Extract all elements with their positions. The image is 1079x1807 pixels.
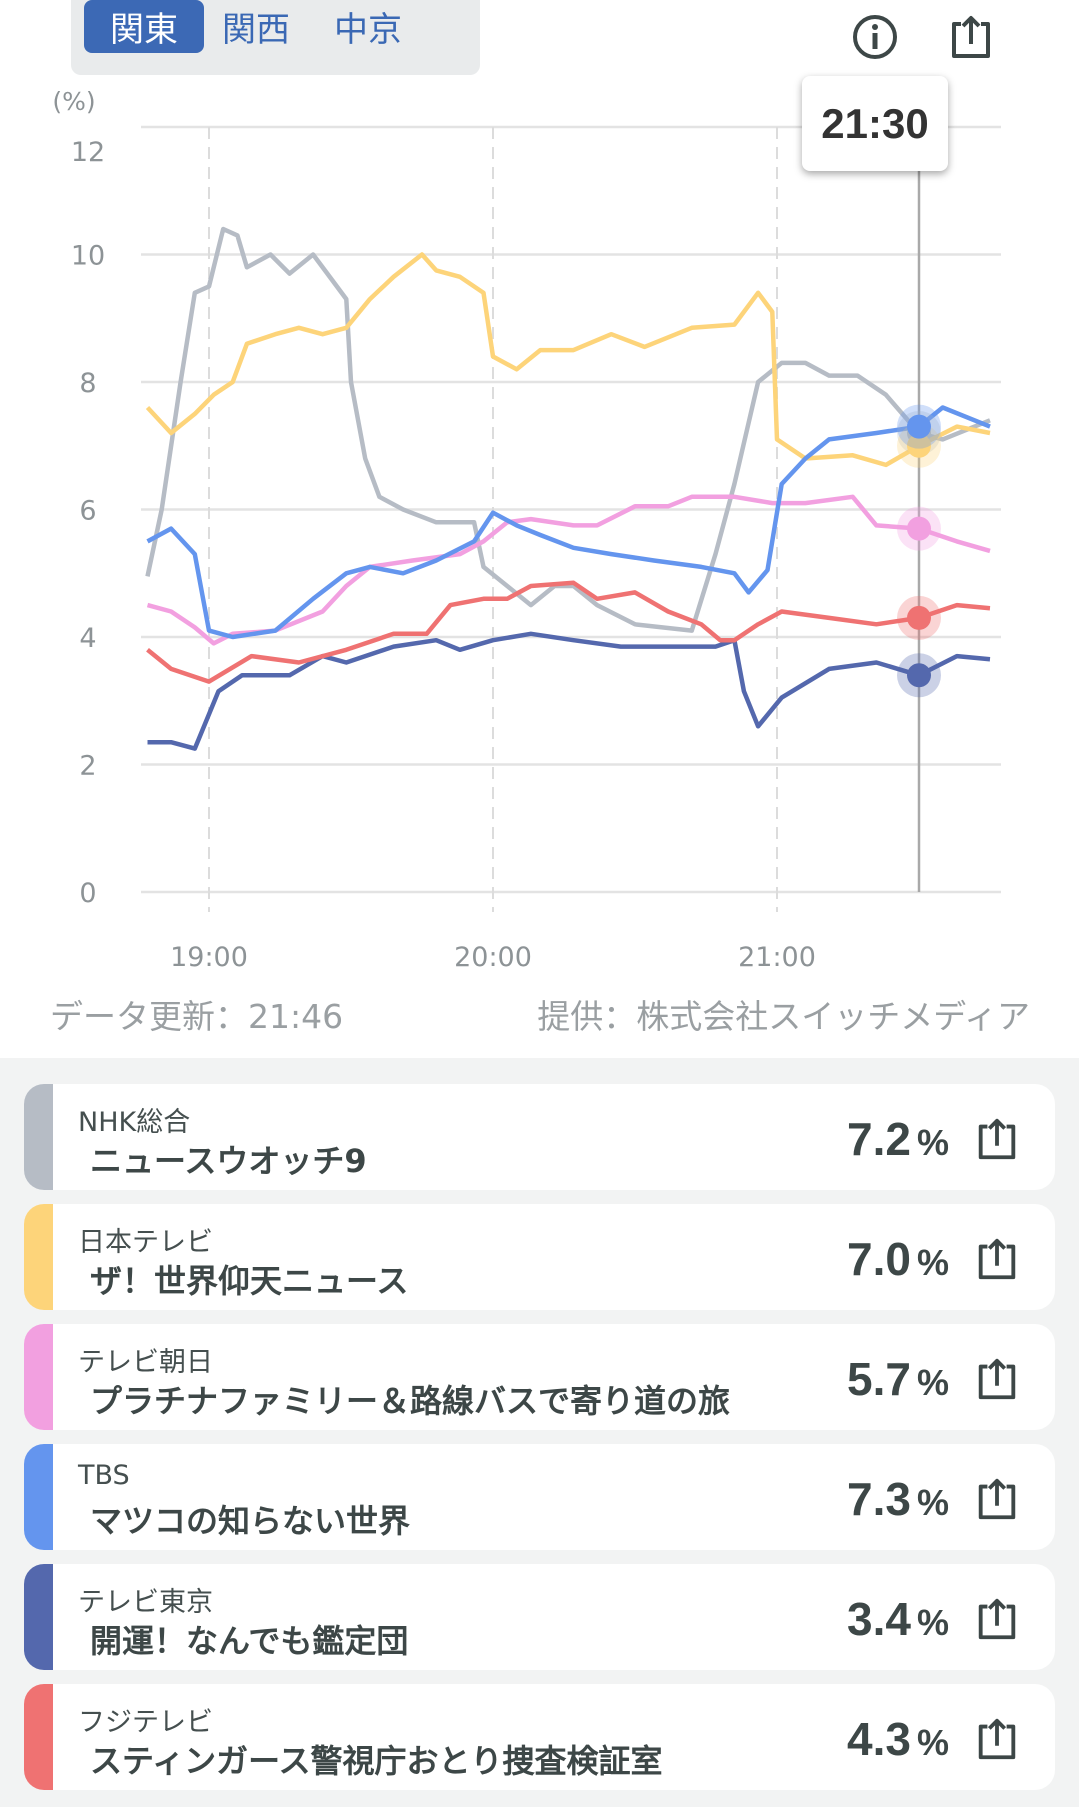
series-line-NHK総合 (145, 226, 991, 633)
y-tick-label: 12 (71, 137, 105, 168)
channel-card[interactable]: テレビ朝日 プラチナファミリー＆路線バスで寄り道の旅 5.7% (24, 1324, 1055, 1430)
share-icon[interactable] (973, 1114, 1021, 1164)
cursor-point (907, 414, 931, 439)
rating-value: 7.0% (847, 1232, 949, 1286)
program-title: ニュースウオッチ9 (90, 1142, 367, 1180)
x-tick-label: 21:00 (738, 942, 816, 973)
cursor-point (907, 605, 931, 630)
channel-color-strip (24, 1684, 53, 1790)
program-title: マツコの知らない世界 (90, 1502, 411, 1540)
rating-number: 7.2 (847, 1113, 911, 1165)
station-name: テレビ朝日 (78, 1347, 213, 1378)
rating-unit: % (916, 1362, 949, 1403)
station-name: NHK総合 (78, 1107, 191, 1138)
channel-card[interactable]: NHK総合 ニュースウオッチ9 7.2% (24, 1084, 1055, 1190)
channel-card[interactable]: 日本テレビ ザ！世界仰天ニュース 7.0% (24, 1204, 1055, 1310)
provider-text: 提供：株式会社スイッチメディア (537, 997, 1030, 1036)
series-line-TBS (146, 405, 991, 640)
y-tick-label: 0 (79, 878, 96, 909)
y-tick-label: 6 (79, 496, 96, 527)
region-tabs: 関東 関西 中京 (71, 0, 480, 75)
series-line-日本テレビ (145, 252, 991, 468)
station-name: 日本テレビ (78, 1227, 213, 1258)
program-title: スティンガース警視庁おとり捜査検証室 (90, 1742, 663, 1780)
ratings-chart[interactable]: 0 2 4 6 8 10 12 (%) 19:00 20:00 21:00 (0, 0, 1079, 1000)
share-icon[interactable] (973, 1474, 1021, 1524)
y-tick-label: 8 (79, 368, 96, 399)
channel-card[interactable]: TBS マツコの知らない世界 7.3% (24, 1444, 1055, 1550)
data-updated-text: データ更新：21:46 (50, 997, 344, 1036)
channel-card[interactable]: テレビ東京 開運！なんでも鑑定団 3.4% (24, 1564, 1055, 1670)
chart-panel: 関東 関西 中京 0 2 4 6 8 10 12 (%) 19:00 20:00 21:00 21:… (0, 0, 1079, 1058)
tab-kanto[interactable]: 関東 (84, 0, 204, 53)
x-tick-label: 19:00 (170, 942, 248, 973)
cursor-point (907, 663, 931, 688)
rating-value: 4.3% (847, 1712, 949, 1766)
x-tick-label: 20:00 (454, 942, 532, 973)
y-tick-label: 4 (79, 623, 96, 654)
rating-number: 3.4 (847, 1593, 911, 1645)
tab-chukyo[interactable]: 中京 (334, 10, 402, 50)
rating-value: 7.3% (847, 1472, 949, 1526)
program-title: ザ！世界仰天ニュース (90, 1262, 409, 1300)
tab-kansai[interactable]: 関西 (222, 10, 290, 50)
series-line-テレビ東京 (147, 631, 991, 751)
channel-color-strip (24, 1324, 53, 1430)
station-name: TBS (78, 1460, 130, 1491)
cursor-point (907, 433, 931, 458)
rating-number: 5.7 (847, 1353, 911, 1405)
station-name: フジテレビ (78, 1707, 213, 1738)
channel-color-strip (24, 1564, 53, 1670)
rating-value: 5.7% (847, 1352, 949, 1406)
rating-value: 7.2% (847, 1112, 949, 1166)
rating-unit: % (916, 1602, 949, 1643)
channel-color-strip (24, 1444, 53, 1550)
cursor-point (907, 516, 931, 541)
y-tick-label: 2 (79, 751, 96, 782)
rating-number: 7.0 (847, 1233, 911, 1285)
cursor-time-tooltip: 21:30 (802, 76, 948, 171)
share-icon[interactable] (973, 1594, 1021, 1644)
share-icon[interactable] (973, 1354, 1021, 1404)
rating-number: 4.3 (847, 1713, 911, 1765)
share-icon[interactable] (973, 1234, 1021, 1284)
info-icon[interactable] (850, 12, 900, 62)
share-icon[interactable] (973, 1714, 1021, 1764)
rating-value: 3.4% (847, 1592, 949, 1646)
rating-unit: % (916, 1722, 949, 1763)
channel-color-strip (24, 1204, 53, 1310)
y-tick-label: 10 (71, 241, 105, 272)
rating-unit: % (916, 1242, 949, 1283)
program-title: 開運！なんでも鑑定団 (90, 1622, 409, 1660)
share-icon[interactable] (946, 12, 996, 62)
rating-unit: % (916, 1122, 949, 1163)
rating-unit: % (916, 1482, 949, 1523)
program-title: プラチナファミリー＆路線バスで寄り道の旅 (90, 1382, 731, 1420)
station-name: テレビ東京 (78, 1587, 213, 1618)
channel-card[interactable]: フジテレビ スティンガース警視庁おとり捜査検証室 4.3% (24, 1684, 1055, 1790)
y-axis-unit: (%) (52, 87, 95, 116)
rating-number: 7.3 (847, 1473, 911, 1525)
series-line-フジテレビ (146, 580, 991, 684)
channel-color-strip (24, 1084, 53, 1190)
